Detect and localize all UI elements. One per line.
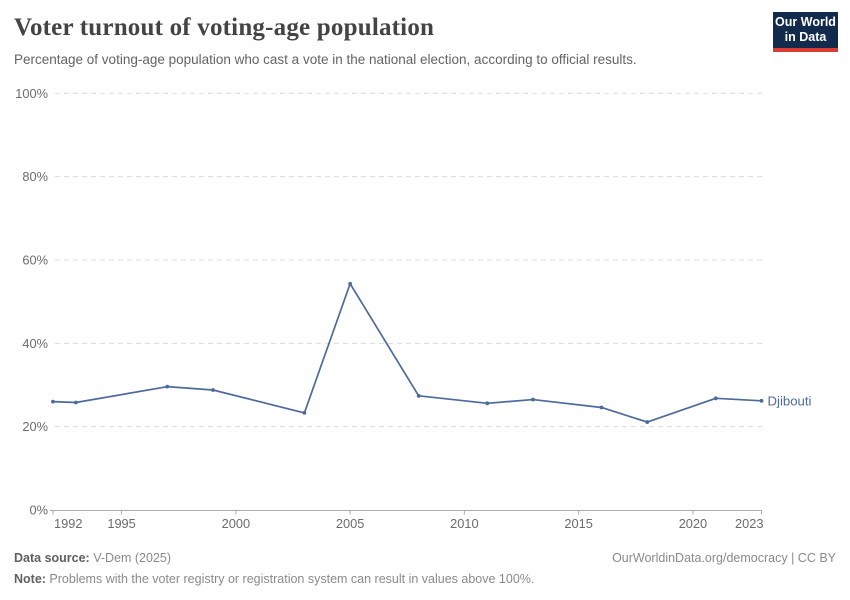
data-point <box>645 420 650 424</box>
y-axis-tick-label: 40% <box>22 336 48 351</box>
data-point <box>211 388 215 392</box>
y-axis-tick-label: 20% <box>22 419 48 434</box>
y-axis-tick-label: 80% <box>22 169 48 184</box>
x-axis-tick-label: 1992 <box>54 516 82 531</box>
chart-header: Voter turnout of voting-age population P… <box>14 14 836 67</box>
series-label[interactable]: Djibouti <box>768 393 812 408</box>
chart-footer: Data source: V-Dem (2025) OurWorldinData… <box>14 548 836 590</box>
owid-logo-line1: Our World <box>775 15 836 29</box>
owid-logo[interactable]: Our World in Data <box>773 12 838 52</box>
data-point <box>759 398 764 403</box>
data-point <box>73 400 78 405</box>
x-axis-tick-label: 2020 <box>679 516 707 531</box>
footer-row-2: Note: Problems with the voter registry o… <box>14 569 836 590</box>
data-point <box>416 393 421 398</box>
note-label: Note: <box>14 572 46 586</box>
data-point <box>51 399 55 404</box>
footer-row-1: Data source: V-Dem (2025) OurWorldinData… <box>14 548 836 569</box>
data-source-label: Data source: <box>14 551 90 565</box>
data-source-value: V-Dem (2025) <box>89 551 172 565</box>
owid-logo-line2: in Data <box>784 30 827 44</box>
data-point <box>713 396 718 401</box>
x-axis-tick-label: 2015 <box>564 516 592 531</box>
x-axis-tick-label: 2000 <box>222 516 250 531</box>
x-axis-tick-label: 2005 <box>336 516 364 531</box>
series-line-djibouti <box>52 282 763 423</box>
data-point <box>531 397 535 402</box>
y-axis-tick-label: 60% <box>22 252 48 267</box>
data-point <box>348 281 353 286</box>
owid-url-link[interactable]: OurWorldinData.org/democracy | CC BY <box>612 551 836 565</box>
x-axis-tick-label: 1995 <box>107 516 135 531</box>
data-point <box>165 384 170 389</box>
data-point <box>302 411 307 415</box>
chart-subtitle: Percentage of voting-age population who … <box>14 52 637 67</box>
data-point <box>599 405 604 410</box>
data-point <box>485 401 490 406</box>
y-axis-tick-label: 100% <box>15 86 48 101</box>
note-value: Problems with the voter registry or regi… <box>45 572 535 586</box>
y-axis-tick-label: 0% <box>30 502 49 517</box>
x-axis-tick-label: 2023 <box>735 516 763 531</box>
x-axis-tick-label: 2010 <box>450 516 478 531</box>
page-title: Voter turnout of voting-age population <box>14 14 435 41</box>
data-source-line: Data source: V-Dem (2025) <box>14 548 171 569</box>
